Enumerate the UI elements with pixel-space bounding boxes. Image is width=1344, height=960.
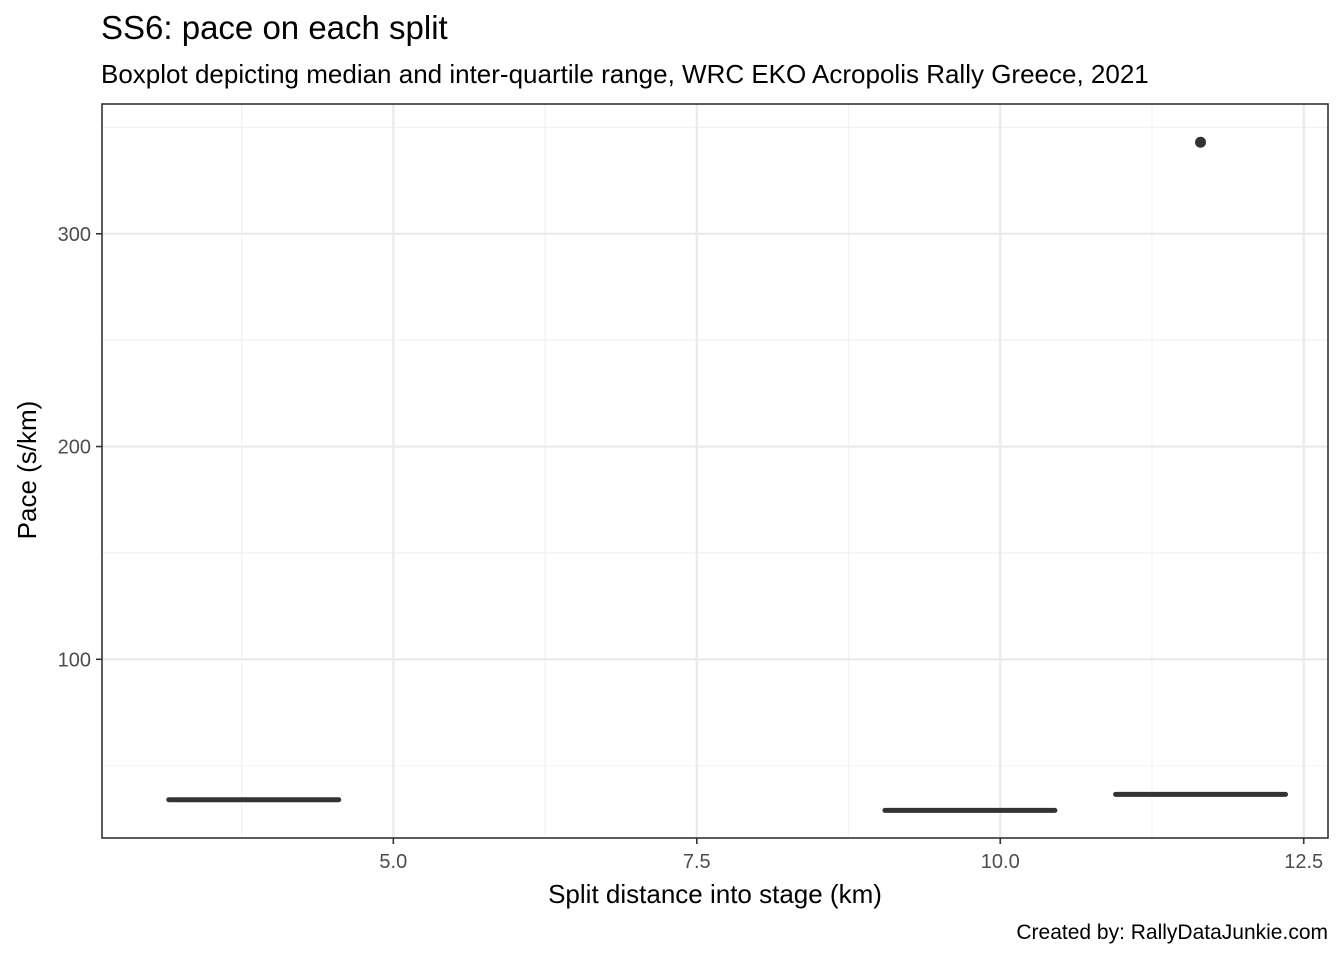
y-tick-label: 300 [58,224,91,246]
outlier-point-1 [1195,136,1207,148]
chart-subtitle: Boxplot depicting median and inter-quart… [101,59,1149,89]
chart-title: SS6: pace on each split [101,9,448,46]
y-axis-title: Pace (s/km) [12,401,42,540]
x-axis-title: Split distance into stage (km) [548,879,882,909]
panel-background [102,104,1328,838]
panel-border [101,103,1329,839]
y-tick-label: 200 [58,437,91,459]
panel-border-rect [101,103,1329,839]
x-tick-label: 10.0 [981,851,1020,873]
x-tick-label: 7.5 [683,851,711,873]
y-tick-label: 100 [58,649,91,671]
x-axis: 5.0 7.5 10.0 12.5 [379,838,1323,873]
chart-caption: Created by: RallyDataJunkie.com [1016,921,1328,944]
y-axis: 100 200 300 [58,224,102,671]
x-tick-label: 12.5 [1284,851,1323,873]
major-gridlines [102,104,1328,838]
minor-gridlines [102,104,1328,838]
x-tick-label: 5.0 [379,851,407,873]
outlier-points [1195,136,1207,148]
plot-panel [102,104,1328,838]
box-series [166,791,1289,813]
